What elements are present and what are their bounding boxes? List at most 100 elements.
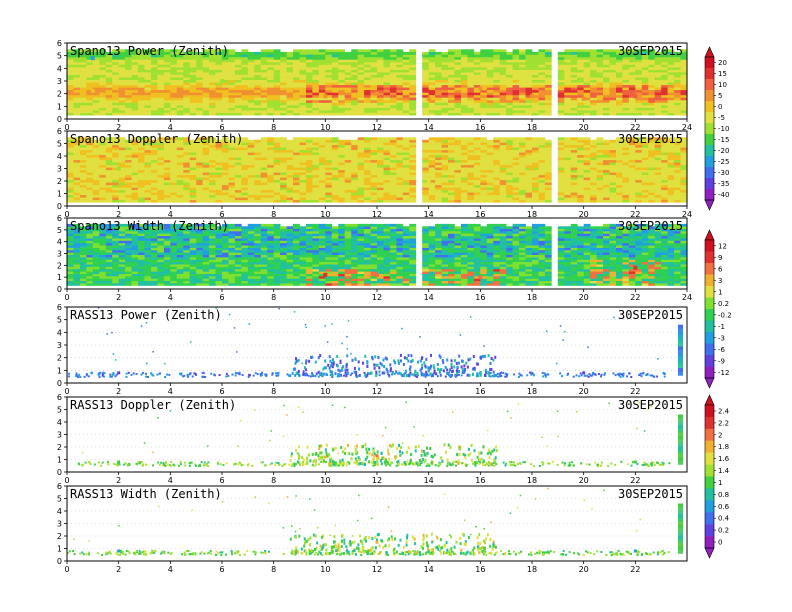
heatmap-cell xyxy=(138,154,145,158)
heatmap-cell xyxy=(280,199,287,203)
heatmap-cell xyxy=(241,192,249,196)
heatmap-cell xyxy=(480,84,488,88)
heatmap-cell xyxy=(196,137,203,141)
heatmap-cell xyxy=(79,154,87,158)
heatmap-cell xyxy=(273,77,281,80)
heatmap-cell xyxy=(680,174,688,178)
heatmap-cell xyxy=(325,112,333,116)
heatmap-cell xyxy=(377,107,384,111)
heatmap-cell xyxy=(422,139,429,143)
heatmap-cell xyxy=(344,62,352,65)
heatmap-cell xyxy=(125,162,132,166)
heatmap-cell xyxy=(222,72,229,75)
heatmap-cell xyxy=(583,189,591,193)
heatmap-cell xyxy=(364,82,371,86)
heatmap-cell xyxy=(299,157,307,161)
heatmap-cell xyxy=(176,74,184,78)
heatmap-cell xyxy=(396,110,404,113)
heatmap-cell xyxy=(596,102,604,106)
heatmap-cell xyxy=(318,157,326,161)
heatmap-cell xyxy=(428,137,436,141)
heatmap-cell xyxy=(202,94,210,98)
heatmap-cell xyxy=(293,56,300,60)
heatmap-cell xyxy=(461,174,468,178)
heatmap-cell xyxy=(435,197,442,201)
heatmap-cell xyxy=(389,69,397,73)
heatmap-cell xyxy=(273,49,281,53)
heatmap-cell xyxy=(299,172,307,176)
heatmap-cell xyxy=(654,62,662,65)
heatmap-cell xyxy=(241,87,249,91)
heatmap-cell xyxy=(570,182,578,186)
heatmap-cell xyxy=(480,102,488,106)
heatmap-cell xyxy=(564,164,572,168)
heatmap-cell xyxy=(396,51,404,55)
heatmap-cell xyxy=(209,100,216,103)
heatmap-cell xyxy=(454,157,462,161)
heatmap-cell xyxy=(112,105,119,108)
heatmap-cell xyxy=(299,49,307,53)
heatmap-cell xyxy=(196,92,203,96)
heatmap-cell xyxy=(73,79,81,83)
heatmap-cell xyxy=(648,72,656,75)
heatmap-cell xyxy=(73,184,81,188)
heatmap-cell xyxy=(435,189,442,193)
heatmap-cell xyxy=(92,144,100,148)
heatmap-cell xyxy=(67,56,74,60)
heatmap-cell xyxy=(435,105,442,108)
heatmap-cell xyxy=(112,149,119,153)
heatmap-cell xyxy=(234,92,242,96)
heatmap-cell xyxy=(519,89,526,93)
heatmap-cell xyxy=(196,139,203,143)
heatmap-cell xyxy=(635,139,643,143)
heatmap-cell xyxy=(183,144,191,148)
heatmap-cell xyxy=(480,62,488,65)
heatmap-cell xyxy=(247,179,255,183)
heatmap-cell xyxy=(299,51,307,55)
heatmap-cell xyxy=(402,154,410,158)
heatmap-cell xyxy=(461,167,468,171)
heatmap-cell xyxy=(422,92,429,96)
heatmap-cell xyxy=(299,62,307,65)
heatmap-cell xyxy=(331,172,339,176)
heatmap-cell xyxy=(344,59,352,63)
heatmap-cell xyxy=(596,187,604,191)
heatmap-cell xyxy=(590,51,597,55)
heatmap-cell xyxy=(389,199,397,203)
heatmap-cell xyxy=(389,157,397,161)
heatmap-cell xyxy=(338,112,346,116)
heatmap-cell xyxy=(183,54,191,58)
heatmap-cell xyxy=(144,147,152,151)
heatmap-cell xyxy=(183,162,191,166)
heatmap-cell xyxy=(357,194,365,198)
heatmap-cell xyxy=(338,152,346,156)
heatmap-cell xyxy=(241,189,249,193)
heatmap-cell xyxy=(448,49,455,53)
heatmap-cell xyxy=(273,92,281,96)
heatmap-cell xyxy=(402,177,410,181)
heatmap-cell xyxy=(486,144,494,148)
heatmap-cell xyxy=(357,67,365,70)
heatmap-cell xyxy=(260,102,268,106)
heatmap-cell xyxy=(280,97,287,101)
heatmap-cell xyxy=(409,107,417,111)
heatmap-cell xyxy=(170,97,178,101)
heatmap-cell xyxy=(454,79,462,83)
heatmap-cell xyxy=(461,107,468,111)
heatmap-cell xyxy=(196,192,203,196)
heatmap-cell xyxy=(299,54,307,58)
heatmap-cell xyxy=(493,184,501,188)
heatmap-cell xyxy=(370,172,378,176)
heatmap-cell xyxy=(641,97,649,101)
x-tick-label: 24 xyxy=(682,210,692,219)
heatmap-cell xyxy=(596,54,604,58)
heatmap-cell xyxy=(641,51,649,55)
heatmap-cell xyxy=(331,54,339,58)
heatmap-cell xyxy=(228,107,236,111)
heatmap-cell xyxy=(189,89,197,93)
heatmap-cell xyxy=(176,49,184,53)
heatmap-cell xyxy=(241,97,249,101)
heatmap-cell xyxy=(364,147,371,151)
heatmap-cell xyxy=(67,184,74,188)
heatmap-cell xyxy=(570,189,578,193)
